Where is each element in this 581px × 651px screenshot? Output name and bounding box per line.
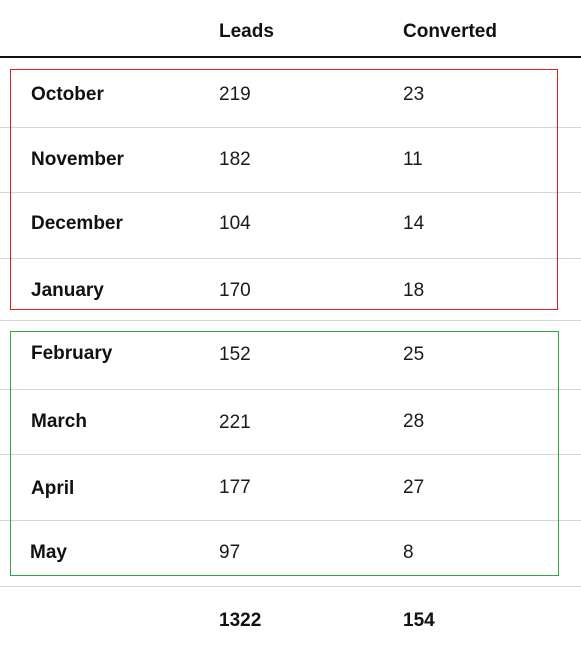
table-row: November 182 11 bbox=[0, 127, 581, 192]
row-month: January bbox=[31, 280, 104, 301]
row-leads: 177 bbox=[219, 477, 251, 498]
row-converted: 11 bbox=[403, 149, 423, 170]
row-divider bbox=[0, 586, 581, 587]
row-converted: 8 bbox=[403, 542, 414, 563]
header-leads: Leads bbox=[219, 21, 274, 42]
row-divider bbox=[0, 127, 581, 128]
table-header: Leads Converted bbox=[0, 0, 581, 58]
row-leads: 182 bbox=[219, 149, 251, 170]
total-leads: 1322 bbox=[219, 610, 262, 631]
table-row: February 152 25 bbox=[0, 320, 581, 389]
table-row: April 177 27 bbox=[0, 454, 581, 520]
row-month: October bbox=[31, 84, 104, 105]
table-row: December 104 14 bbox=[0, 192, 581, 258]
row-month: November bbox=[31, 149, 124, 170]
table-row: January 170 18 bbox=[0, 258, 581, 320]
row-converted: 18 bbox=[403, 280, 425, 301]
row-leads: 152 bbox=[219, 344, 251, 365]
row-leads: 104 bbox=[219, 213, 251, 234]
row-divider bbox=[0, 192, 581, 193]
row-divider bbox=[0, 320, 581, 321]
row-converted: 25 bbox=[403, 344, 425, 365]
row-converted: 28 bbox=[403, 411, 425, 432]
row-divider bbox=[0, 389, 581, 390]
table-row: May 97 8 bbox=[0, 520, 581, 586]
row-month: December bbox=[31, 213, 123, 234]
row-leads: 219 bbox=[219, 84, 251, 105]
row-converted: 14 bbox=[403, 213, 425, 234]
row-leads: 221 bbox=[219, 412, 251, 433]
row-divider bbox=[0, 454, 581, 455]
table-row: October 219 23 bbox=[0, 58, 581, 127]
row-month: May bbox=[30, 542, 67, 563]
row-converted: 27 bbox=[403, 477, 425, 498]
row-month: March bbox=[31, 411, 87, 432]
header-converted: Converted bbox=[403, 21, 497, 42]
row-converted: 23 bbox=[403, 84, 425, 105]
row-leads: 97 bbox=[219, 542, 241, 563]
row-month: February bbox=[31, 343, 113, 364]
row-divider bbox=[0, 258, 581, 259]
row-month: April bbox=[31, 478, 75, 499]
row-leads: 170 bbox=[219, 280, 251, 301]
row-divider bbox=[0, 520, 581, 521]
totals-row: 1322 154 bbox=[0, 587, 581, 651]
table-row: March 221 28 bbox=[0, 389, 581, 454]
total-converted: 154 bbox=[403, 610, 435, 631]
